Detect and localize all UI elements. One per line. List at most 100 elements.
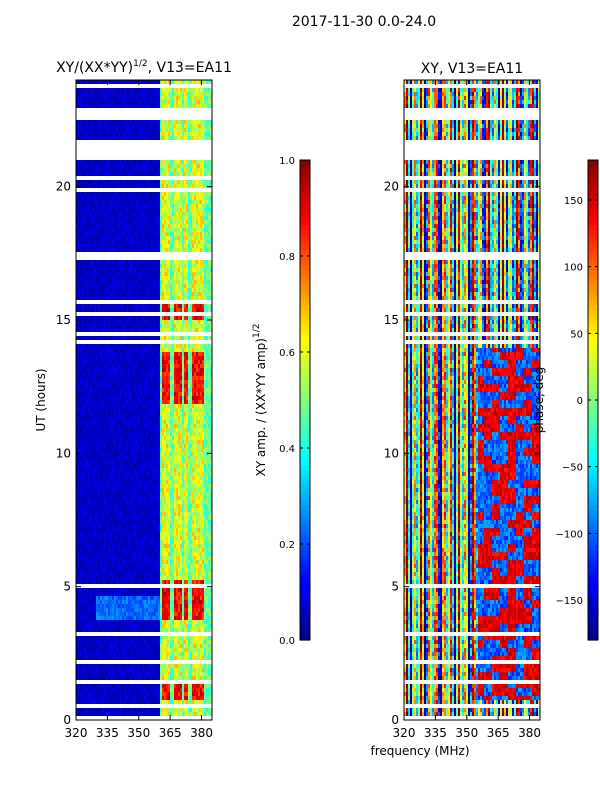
colorbar-tick-label: 100 [564,263,583,274]
colorbar-segment [588,265,598,271]
colorbar-segment [588,250,598,256]
colorbar-segment [300,200,310,206]
y-tick-label: 0 [391,713,399,727]
colorbar-segment [300,270,310,276]
colorbar-segment [588,230,598,236]
colorbar-segment [300,350,310,356]
colorbar-segment [588,240,598,246]
colorbar-segment [588,180,598,186]
colorbar-segment [300,255,310,261]
colorbar-segment [300,635,310,641]
y-tick-label: 20 [384,180,399,194]
colorbar-segment [588,435,598,441]
amplitude-title: XY/(XX*YY)1/2, V13=EA11 [56,59,232,76]
colorbar-segment [588,535,598,541]
amplitude-heatmap [76,80,212,720]
colorbar-segment [588,315,598,321]
colorbar-segment [300,340,310,346]
colorbar-segment [300,440,310,446]
colorbar-segment [588,395,598,401]
colorbar-segment [300,210,310,216]
colorbar-segment [300,480,310,486]
colorbar-segment [300,195,310,201]
colorbar-segment [588,565,598,571]
colorbar-segment [588,170,598,176]
figure-suptitle: 2017-11-30 0.0-24.0 [292,14,436,30]
colorbar-segment [300,575,310,581]
colorbar-segment [300,605,310,611]
colorbar-segment [588,355,598,361]
colorbar-segment [588,445,598,451]
colorbar-segment [300,515,310,521]
colorbar-segment [588,255,598,261]
colorbar-segment [588,425,598,431]
colorbar-segment [588,310,598,316]
colorbar-segment [588,195,598,201]
colorbar-segment [588,465,598,471]
colorbar-tick-label: 0.4 [279,444,295,455]
colorbar-segment [588,375,598,381]
colorbar-segment [588,165,598,171]
colorbar-segment [300,355,310,361]
colorbar-segment [300,615,310,621]
colorbar-segment [300,305,310,311]
colorbar-segment [300,530,310,536]
colorbar-segment [300,495,310,501]
colorbar-tick-label: 1.0 [279,156,295,167]
colorbar-segment [588,325,598,331]
colorbar-segment [588,520,598,526]
y-tick-label: 10 [384,446,399,460]
colorbar-segment [300,475,310,481]
colorbar-segment [588,380,598,386]
colorbar-segment [588,420,598,426]
colorbar-segment [300,420,310,426]
colorbar-segment [300,485,310,491]
colorbar-segment [300,215,310,221]
colorbar-segment [588,500,598,506]
colorbar-segment [300,600,310,606]
colorbar-segment [300,450,310,456]
colorbar-segment [300,375,310,381]
colorbar-segment [300,330,310,336]
colorbar-segment [300,260,310,266]
amplitude-panel: XY/(XX*YY)1/2, V13=EA11 320 335 350 365 380 … [34,59,232,740]
colorbar-segment [588,415,598,421]
phase-title: XY, V13=EA11 [421,61,523,77]
colorbar-segment [300,540,310,546]
colorbar-segment [588,260,598,266]
colorbar-segment [588,405,598,411]
phase-panel: XY, V13=EA11 320 335 350 365 380 0 5 10 15 20 fr… [370,61,541,758]
colorbar-segment [588,235,598,241]
colorbar-segment [588,400,598,406]
x-tick-label: 350 [127,726,150,740]
colorbar-segment [588,280,598,286]
colorbar-segment [588,345,598,351]
colorbar-segment [588,270,598,276]
y-tick-label: 10 [56,446,71,460]
colorbar-segment [588,635,598,641]
colorbar-segment [300,165,310,171]
colorbar-segment [588,390,598,396]
colorbar-segment [588,550,598,556]
colorbar-segment [588,555,598,561]
x-tick-label: 380 [190,726,213,740]
y-tick-label: 20 [56,180,71,194]
phase-x-ticks: 320 335 350 365 380 [393,80,541,740]
colorbar-segment [588,450,598,456]
colorbar-segment [588,615,598,621]
colorbar-segment [300,590,310,596]
colorbar-segment [300,555,310,561]
colorbar-segment [588,335,598,341]
colorbar-segment [300,345,310,351]
colorbar-segment [588,350,598,356]
phase-image [404,80,540,720]
colorbar-segment [588,510,598,516]
amplitude-colorbar-ticks: 0.0 0.2 0.4 0.6 0.8 1.0 [279,156,310,647]
colorbar-segment [588,490,598,496]
colorbar-segment [300,290,310,296]
colorbar-segment [588,320,598,326]
colorbar-segment [300,205,310,211]
amplitude-colorbar-frame [299,159,311,641]
colorbar-segment [588,305,598,311]
colorbar-segment [300,370,310,376]
